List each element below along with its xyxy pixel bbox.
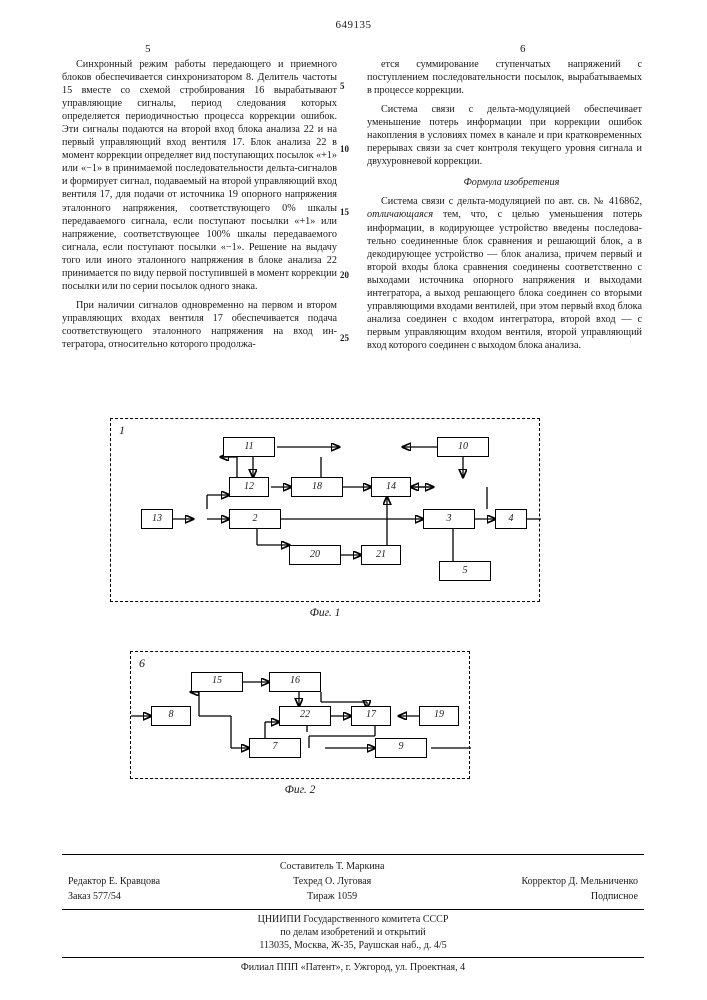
figure-1: 1	[62, 418, 652, 621]
block-15: 15	[191, 672, 243, 692]
footer-org: по делам изобретений и открытий	[62, 927, 644, 940]
text-columns: Синхронный режим работы передающего и пр…	[62, 58, 644, 358]
block-20: 20	[289, 545, 341, 565]
block-3: 3	[423, 509, 475, 529]
footer-address: 113035, Москва, Ж-35, Раушская наб., д. …	[62, 940, 644, 953]
block-18: 18	[291, 477, 343, 497]
block-14: 14	[371, 477, 411, 497]
column-right: ется суммирование ступенчатых напряжений…	[367, 58, 642, 358]
block-21: 21	[361, 545, 401, 565]
figure-2: 6	[62, 651, 652, 798]
block-9: 9	[375, 738, 427, 758]
fig1-caption: Фиг. 1	[110, 606, 540, 621]
block-11: 11	[223, 437, 275, 457]
tech-editor: Техред О. Луговая	[236, 876, 428, 889]
paragraph: Синхронный режим работы передающего и пр…	[62, 58, 337, 293]
block-10: 10	[437, 437, 489, 457]
block-13: 13	[141, 509, 173, 529]
footer: Составитель Т. Маркина Редактор Е. Кравц…	[62, 850, 644, 975]
block-16: 16	[269, 672, 321, 692]
fig2-label: 6	[139, 656, 145, 671]
block-12: 12	[229, 477, 269, 497]
editor: Редактор Е. Кравцова	[64, 876, 234, 889]
block-8: 8	[151, 706, 191, 726]
block-2: 2	[229, 509, 281, 529]
fig2-boundary: 6	[130, 651, 470, 779]
compiler: Составитель Т. Маркина	[236, 861, 428, 874]
page-number-left: 5	[145, 42, 151, 56]
block-4: 4	[495, 509, 527, 529]
fig1-boundary: 1	[110, 418, 540, 602]
fig1-label: 1	[119, 423, 125, 438]
paragraph: При наличии сигналов одновременно на пер…	[62, 299, 337, 351]
figures-area: 1	[62, 418, 652, 827]
block-5: 5	[439, 561, 491, 581]
block-22: 22	[279, 706, 331, 726]
subscription: Подписное	[430, 891, 642, 904]
footer-rule	[62, 909, 644, 910]
footer-rule	[62, 854, 644, 855]
block-17: 17	[351, 706, 391, 726]
block-19: 19	[419, 706, 459, 726]
tirazh: Тираж 1059	[236, 891, 428, 904]
order-number: Заказ 577/54	[64, 891, 234, 904]
block-7: 7	[249, 738, 301, 758]
column-left: Синхронный режим работы передающего и пр…	[62, 58, 337, 358]
page-number-right: 6	[520, 42, 526, 56]
doc-number: 649135	[336, 18, 372, 32]
formula-heading: Формула изобретения	[367, 176, 642, 189]
footer-rule	[62, 957, 644, 958]
paragraph: ется суммирование ступенчатых напряжений…	[367, 58, 642, 97]
corrector: Корректор Д. Мельниченко	[430, 876, 642, 889]
fig2-caption: Фиг. 2	[130, 783, 470, 798]
footer-org: ЦНИИПИ Государственного комитета СССР	[62, 914, 644, 927]
paragraph: Система связи с дельта-модуляцией по авт…	[367, 195, 642, 352]
paragraph: Система связи с дельта-модуляцией обес­п…	[367, 103, 642, 168]
footer-credits: Составитель Т. Маркина Редактор Е. Кравц…	[62, 859, 644, 905]
footer-address: Филиал ППП «Патент», г. Ужгород, ул. Про…	[62, 962, 644, 975]
